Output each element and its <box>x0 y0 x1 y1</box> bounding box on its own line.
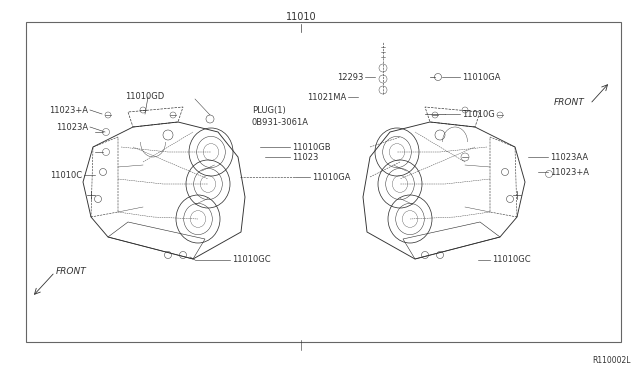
Text: 11010: 11010 <box>285 12 316 22</box>
Text: 11023A: 11023A <box>56 122 88 131</box>
Text: 12293: 12293 <box>337 73 363 81</box>
Text: R110002L: R110002L <box>592 356 630 365</box>
Bar <box>26 22 621 342</box>
Text: 11010GC: 11010GC <box>492 256 531 264</box>
Text: 0B931-3061A: 0B931-3061A <box>252 118 309 126</box>
Text: 11023: 11023 <box>292 153 318 161</box>
Text: 11023+A: 11023+A <box>49 106 88 115</box>
Text: FRONT: FRONT <box>56 267 87 276</box>
Text: 11023+A: 11023+A <box>550 167 589 176</box>
Text: 11023AA: 11023AA <box>550 153 588 161</box>
Text: 11010GA: 11010GA <box>312 173 351 182</box>
Text: 11010C: 11010C <box>50 170 82 180</box>
Text: 11010G: 11010G <box>462 109 495 119</box>
Text: PLUG(1): PLUG(1) <box>252 106 285 115</box>
Text: 11010GC: 11010GC <box>232 256 271 264</box>
Text: FRONT: FRONT <box>554 98 585 107</box>
Text: 11010GB: 11010GB <box>292 142 331 151</box>
Text: 11010GD: 11010GD <box>125 92 164 101</box>
Text: 11010GA: 11010GA <box>462 73 500 81</box>
Text: 11021MA: 11021MA <box>307 93 346 102</box>
